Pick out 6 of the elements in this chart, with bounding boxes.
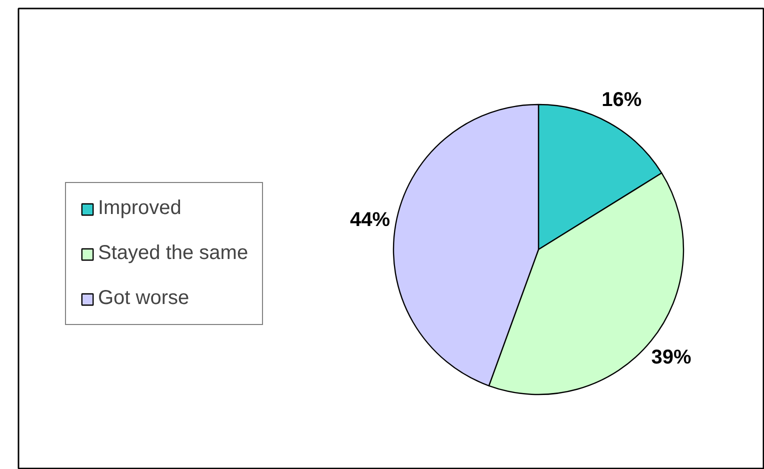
data-label: 44%: [350, 208, 390, 231]
legend-label: Improved: [98, 197, 182, 220]
data-label: 39%: [651, 346, 692, 368]
data-label: 16%: [602, 88, 642, 111]
legend-label: Got worse: [98, 287, 190, 310]
legend-label: Stayed the same: [98, 242, 248, 265]
